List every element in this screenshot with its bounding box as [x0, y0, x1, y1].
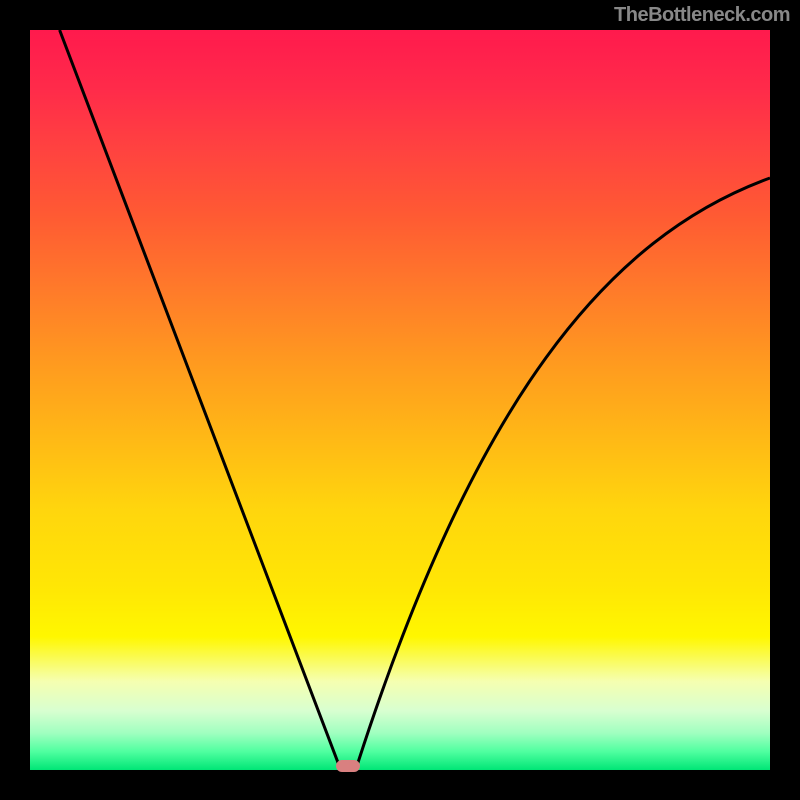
bottleneck-curve: [0, 0, 800, 800]
chart-container: TheBottleneck.com: [0, 0, 800, 800]
optimal-point-marker: [336, 760, 360, 772]
watermark-text: TheBottleneck.com: [614, 4, 790, 27]
